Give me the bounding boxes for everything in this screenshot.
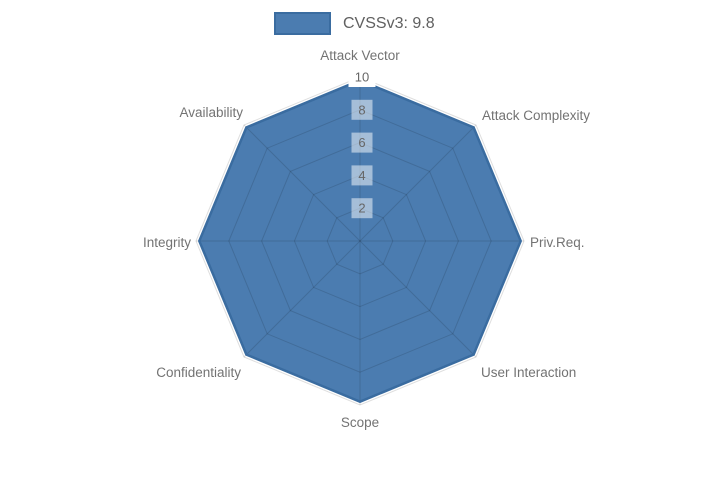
axis-label-user-interaction: User Interaction bbox=[481, 365, 576, 380]
tick-label: 10 bbox=[355, 70, 369, 85]
axis-spoke bbox=[359, 124, 477, 242]
axis-spoke bbox=[359, 240, 477, 358]
grid-ring bbox=[261, 142, 459, 340]
tick-label-bg bbox=[351, 198, 373, 219]
radar-fill bbox=[199, 80, 521, 402]
axis-spoke bbox=[243, 240, 361, 358]
tick-label: 4 bbox=[358, 168, 365, 183]
grid-ring bbox=[228, 109, 492, 373]
tick-label: 6 bbox=[358, 135, 365, 150]
axis-label-attack-vector: Attack Vector bbox=[320, 48, 400, 63]
legend-swatch bbox=[274, 12, 331, 35]
grid-ring bbox=[326, 207, 394, 275]
tick-label: 2 bbox=[358, 201, 365, 216]
axis-label-attack-complexity: Attack Complexity bbox=[482, 108, 590, 123]
tick-label: 8 bbox=[358, 102, 365, 117]
axis-label-priv-req: Priv.Req. bbox=[530, 235, 585, 250]
tick-label-bg bbox=[351, 99, 373, 120]
tick-label-bg bbox=[351, 132, 373, 153]
tick-label-bg bbox=[351, 165, 373, 186]
grid-ring bbox=[293, 174, 427, 308]
axis-label-scope: Scope bbox=[341, 415, 379, 430]
legend-label: CVSSv3: 9.8 bbox=[343, 15, 435, 32]
axis-spoke bbox=[243, 124, 361, 242]
axis-label-confidentiality: Confidentiality bbox=[156, 365, 241, 380]
grid-ring bbox=[195, 76, 525, 406]
radar-outline bbox=[198, 79, 522, 403]
axis-label-availability: Availability bbox=[179, 105, 243, 120]
tick-label-bg bbox=[348, 67, 376, 87]
legend-item[interactable]: CVSSv3: 9.8 bbox=[274, 12, 435, 35]
axis-label-integrity: Integrity bbox=[143, 235, 191, 250]
